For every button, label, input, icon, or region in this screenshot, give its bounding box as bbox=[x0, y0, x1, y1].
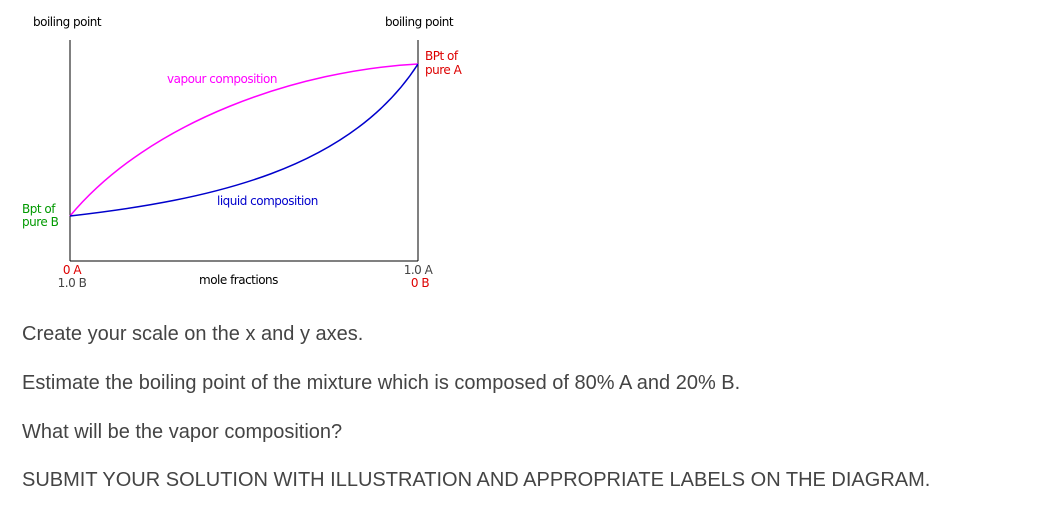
liquid-label: liquid composition bbox=[217, 194, 318, 208]
vapour-label: vapour composition bbox=[167, 72, 277, 86]
vapour-curve bbox=[69, 63, 419, 217]
liquid-curve bbox=[69, 63, 419, 217]
pure-b-label: pure B bbox=[22, 215, 59, 229]
pure-b-label: Bpt of bbox=[22, 202, 56, 216]
instruction: SUBMIT YOUR SOLUTION WITH ILLUSTRATION A… bbox=[22, 469, 931, 491]
end-label: 0 B bbox=[411, 276, 429, 290]
instruction: Estimate the boiling point of the mixtur… bbox=[22, 372, 741, 394]
axis-label: boiling point bbox=[385, 15, 454, 29]
instruction: Create your scale on the x and y axes. bbox=[22, 323, 364, 345]
end-label: 1.0 B bbox=[58, 276, 87, 290]
diagram: boiling point boiling point BPt of pure … bbox=[22, 15, 463, 290]
x-axis-label: mole fractions bbox=[199, 273, 278, 287]
pure-a-label: pure A bbox=[425, 63, 463, 77]
instruction: What will be the vapor composition? bbox=[22, 421, 343, 443]
pure-a-label: BPt of bbox=[425, 49, 459, 63]
axis-label: boiling point bbox=[33, 15, 102, 29]
end-label: 1.0 A bbox=[404, 263, 434, 277]
end-label: 0 A bbox=[63, 263, 82, 277]
